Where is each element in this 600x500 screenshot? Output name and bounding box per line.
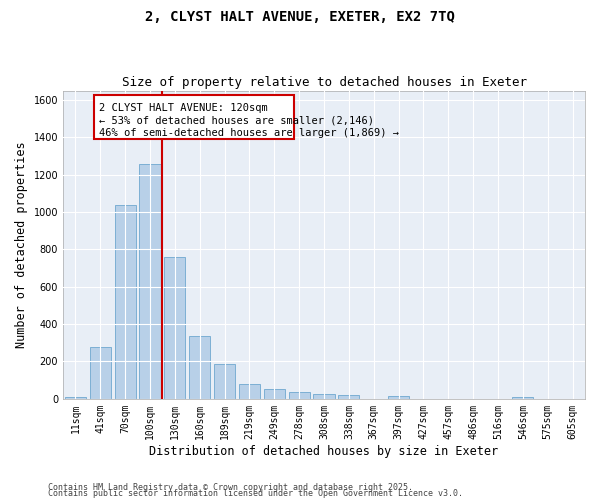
Bar [214,364,235,399]
Bar [90,346,111,399]
Bar [313,394,335,399]
Bar [189,336,211,399]
Bar [139,164,161,399]
X-axis label: Distribution of detached houses by size in Exeter: Distribution of detached houses by size … [149,444,499,458]
Bar [338,395,359,399]
FancyBboxPatch shape [94,96,294,139]
Y-axis label: Number of detached properties: Number of detached properties [15,142,28,348]
Text: 2, CLYST HALT AVENUE, EXETER, EX2 7TQ: 2, CLYST HALT AVENUE, EXETER, EX2 7TQ [145,10,455,24]
Text: Contains public sector information licensed under the Open Government Licence v3: Contains public sector information licen… [48,490,463,498]
Text: ← 53% of detached houses are smaller (2,146): ← 53% of detached houses are smaller (2,… [99,116,374,126]
Bar [388,396,409,399]
Bar [65,397,86,399]
Bar [164,257,185,399]
Text: 2 CLYST HALT AVENUE: 120sqm: 2 CLYST HALT AVENUE: 120sqm [99,103,268,113]
Bar [264,389,285,399]
Title: Size of property relative to detached houses in Exeter: Size of property relative to detached ho… [122,76,527,90]
Text: 46% of semi-detached houses are larger (1,869) →: 46% of semi-detached houses are larger (… [99,128,399,138]
Bar [289,392,310,399]
Bar [239,384,260,399]
Bar [115,204,136,399]
Bar [512,398,533,399]
Text: Contains HM Land Registry data © Crown copyright and database right 2025.: Contains HM Land Registry data © Crown c… [48,484,413,492]
